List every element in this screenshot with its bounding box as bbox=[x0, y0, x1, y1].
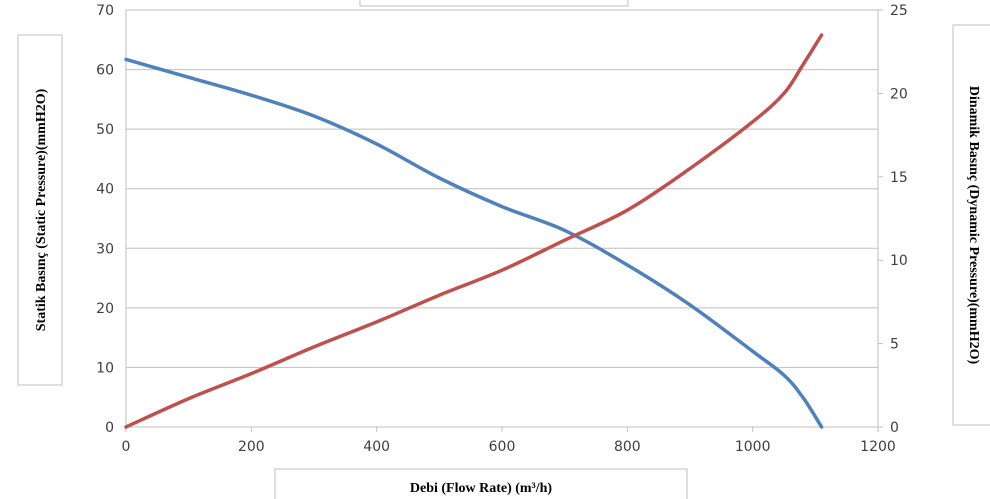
x-tick-label: 1000 bbox=[735, 439, 771, 455]
left-y-tick-label: 60 bbox=[96, 63, 114, 79]
left-y-axis-title: Statik Basınç (Static Pressure)(mmH2O) bbox=[34, 88, 49, 331]
right-y-axis-title: Dinamik Basınç (Dynamic Pressure)(mmH2O) bbox=[966, 86, 981, 365]
x-tick-label: 600 bbox=[489, 439, 516, 455]
x-tick-label: 200 bbox=[238, 439, 265, 455]
x-tick-label: 800 bbox=[614, 439, 641, 455]
x-axis-ticks: 0 200 400 600 800 1000 1200 bbox=[122, 427, 896, 455]
left-y-tick-label: 40 bbox=[96, 182, 114, 198]
static-pressure-line bbox=[124, 57, 824, 429]
right-y-axis-ticks: 0 5 10 15 20 25 bbox=[878, 3, 908, 436]
left-y-tick-label: 20 bbox=[96, 301, 114, 317]
right-y-tick-label: 25 bbox=[890, 3, 908, 19]
x-tick-label: 0 bbox=[122, 439, 131, 455]
series-lines bbox=[124, 33, 824, 429]
legend-box bbox=[359, 0, 629, 7]
gridlines bbox=[126, 69, 878, 368]
x-tick-label: 1200 bbox=[860, 439, 896, 455]
x-axis-title-box bbox=[274, 468, 688, 499]
left-y-tick-label: 30 bbox=[96, 241, 114, 257]
left-y-axis-title-box bbox=[17, 34, 63, 386]
left-y-tick-label: 10 bbox=[96, 360, 114, 376]
left-y-tick-label: 0 bbox=[105, 420, 114, 436]
right-y-tick-label: 20 bbox=[890, 86, 908, 102]
plot-area bbox=[125, 9, 879, 428]
right-y-tick-label: 15 bbox=[890, 170, 908, 186]
left-y-axis-ticks: 0 10 20 30 40 50 60 70 bbox=[96, 3, 114, 436]
x-axis-title: Debi (Flow Rate) (m³/h) bbox=[410, 481, 553, 496]
right-y-tick-label: 5 bbox=[890, 337, 899, 353]
left-y-tick-label: 50 bbox=[96, 122, 114, 138]
right-y-tick-label: 10 bbox=[890, 253, 908, 269]
x-tick-label: 400 bbox=[363, 439, 390, 455]
right-y-tick-label: 0 bbox=[890, 420, 899, 436]
dynamic-pressure-line bbox=[124, 33, 824, 429]
left-y-tick-label: 70 bbox=[96, 3, 114, 19]
right-y-axis-title-box bbox=[952, 24, 990, 426]
